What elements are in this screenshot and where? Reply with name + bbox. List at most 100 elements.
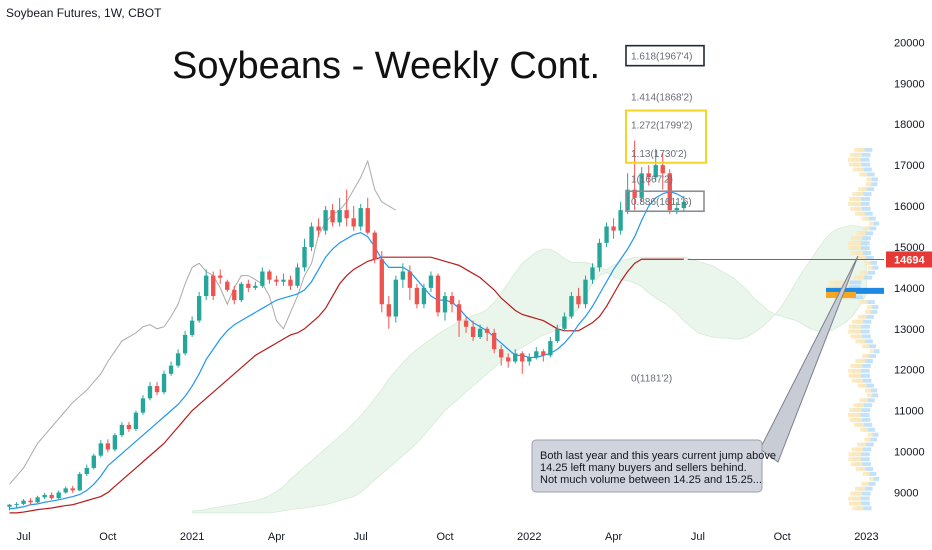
volume-bar-up <box>855 447 872 452</box>
volume-bar-up <box>852 501 870 506</box>
candle <box>372 230 377 264</box>
candle-body <box>168 365 174 374</box>
candle <box>541 349 546 362</box>
candle-body <box>491 332 497 350</box>
volume-bar-up <box>873 349 880 354</box>
volume-bar-down <box>850 491 863 496</box>
volume-bar-down <box>855 359 866 363</box>
volume-bar-up <box>852 329 870 334</box>
volume-bar-up <box>873 476 880 481</box>
candle-body <box>302 246 307 268</box>
candle <box>548 336 553 358</box>
volume-bar-down <box>869 349 874 354</box>
cloud-fill <box>191 225 867 514</box>
candle <box>119 422 125 438</box>
candle <box>428 271 434 292</box>
volume-bar-down <box>862 226 870 231</box>
volume-bar-down <box>857 255 867 260</box>
candle <box>597 238 602 272</box>
volume-bar-down <box>861 216 869 221</box>
volume-bar-down <box>864 260 871 265</box>
candle-body <box>147 386 153 399</box>
candle-body <box>260 271 265 286</box>
candle <box>105 439 111 453</box>
candle <box>484 326 490 342</box>
candle <box>379 251 384 313</box>
y-tick-label: 10000 <box>894 447 925 459</box>
axes: 20000 19000 18000 17000 16000 15000 14000 13000… <box>17 37 932 543</box>
price-tag <box>886 251 932 268</box>
candle-body <box>351 218 356 227</box>
candle <box>28 498 33 505</box>
candle-body <box>562 316 567 329</box>
volume-bar-up <box>866 344 876 349</box>
kijun-line <box>9 256 684 514</box>
candle <box>189 316 195 337</box>
volume-bar-up <box>856 506 872 511</box>
candle <box>344 189 349 227</box>
x-tick-label: 2023 <box>854 531 878 543</box>
volume-bar-up <box>857 275 873 280</box>
volume-bar-up <box>857 403 872 408</box>
volume-bar-down <box>859 172 868 177</box>
volume-bar-down <box>860 270 869 275</box>
fib-box <box>625 190 705 213</box>
candle-body <box>77 474 82 491</box>
volume-bar-down <box>864 437 871 442</box>
candle-body <box>400 271 406 280</box>
candle-body <box>337 210 342 223</box>
candle <box>70 485 75 493</box>
candle <box>562 312 567 331</box>
volume-bar-up <box>868 388 878 393</box>
candle <box>302 238 307 272</box>
volume-bar-down <box>850 334 863 339</box>
volume-bar-down <box>862 354 870 359</box>
volume-bar-up <box>868 260 877 265</box>
candle <box>84 464 89 477</box>
candle <box>147 381 153 401</box>
candle-body <box>463 320 469 327</box>
candle <box>239 281 244 303</box>
candle-body <box>442 296 448 313</box>
volume-bar-down <box>848 413 861 417</box>
candle <box>414 283 420 309</box>
candle-body <box>555 328 560 342</box>
candle <box>477 324 483 340</box>
candle <box>386 296 391 329</box>
y-tick-label: 11000 <box>894 406 924 418</box>
candle-body <box>175 353 181 366</box>
candle <box>182 330 188 356</box>
candle <box>49 492 54 500</box>
candle-body <box>267 271 272 280</box>
candle-body <box>70 488 75 491</box>
y-tick-label: 19000 <box>894 78 925 90</box>
candle-body <box>541 351 546 356</box>
candle <box>232 285 237 305</box>
volume-bar-up <box>852 241 870 246</box>
volume-bar-down <box>857 442 867 447</box>
candle-body <box>499 349 504 358</box>
volume-bar-down <box>848 452 862 457</box>
callout-line: Both last year and this years current ju… <box>540 450 776 462</box>
candle-body <box>681 201 686 209</box>
candle <box>611 218 616 239</box>
volume-bar-up <box>866 354 876 359</box>
candle-body <box>358 208 363 227</box>
candle <box>435 273 441 317</box>
callout-pointer <box>759 255 859 463</box>
volume-bar-up <box>856 192 872 197</box>
candle <box>351 206 356 231</box>
candle-body <box>632 189 637 198</box>
volume-bar-up <box>858 486 873 491</box>
volume-bar-up <box>852 413 870 417</box>
candle-body <box>520 353 525 362</box>
candle <box>358 203 363 231</box>
volume-bar-up <box>870 177 878 182</box>
volume-bar-up <box>854 363 871 368</box>
volume-bar-down <box>862 471 870 476</box>
volume-bar-down <box>848 201 861 206</box>
candle <box>323 206 328 235</box>
candle <box>442 291 448 321</box>
volume-bar-up <box>854 462 871 467</box>
